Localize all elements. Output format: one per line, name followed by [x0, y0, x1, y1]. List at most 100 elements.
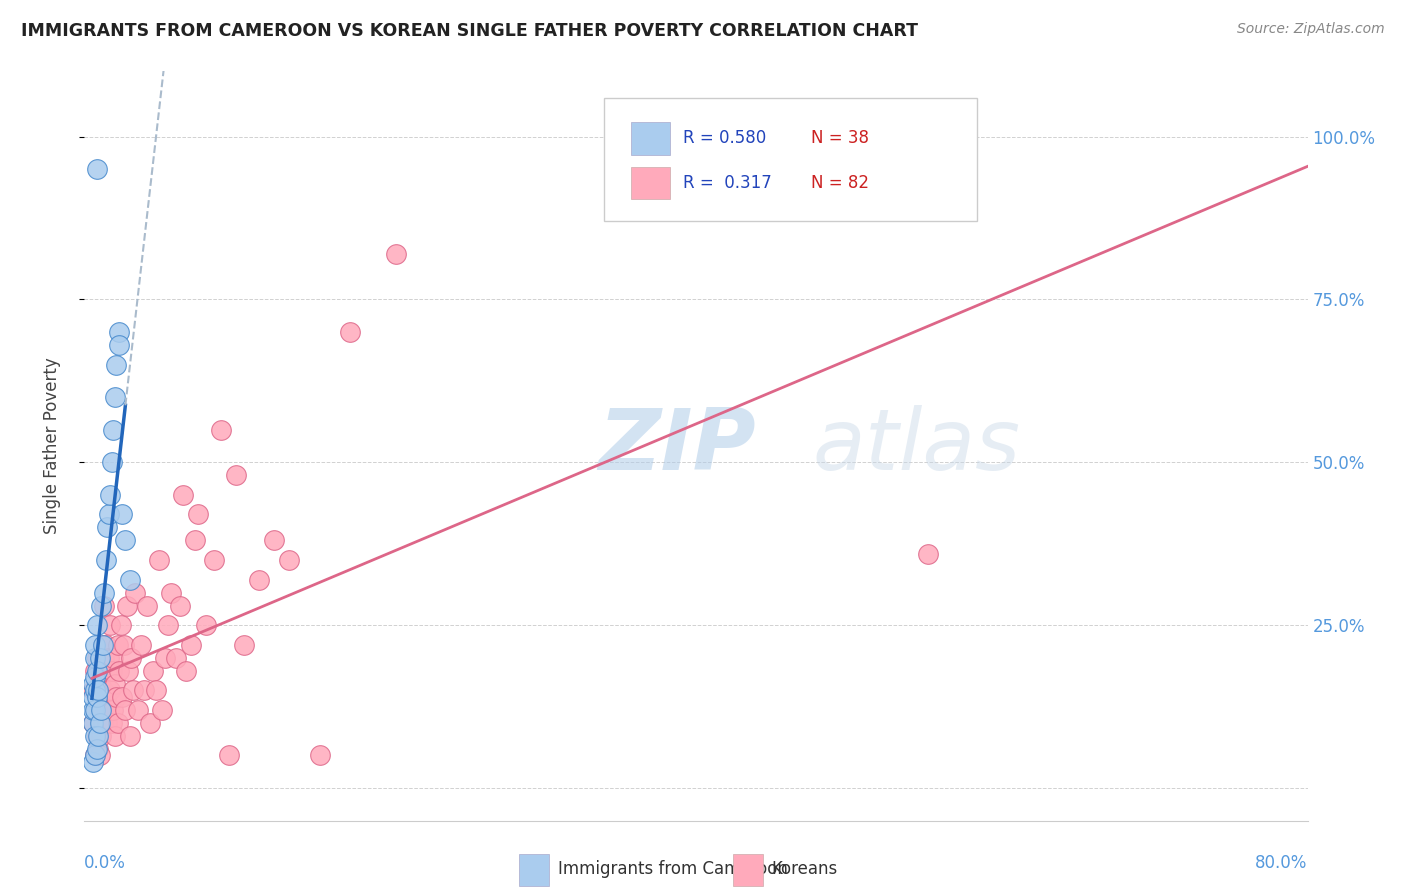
Point: [114, 703, 136, 717]
Point: [104, 390, 127, 404]
Point: [247, 573, 270, 587]
Point: [90, 664, 112, 678]
Point: [105, 690, 128, 704]
Text: Source: ZipAtlas.com: Source: ZipAtlas.com: [1237, 22, 1385, 37]
Point: [86, 690, 108, 704]
Point: [385, 247, 408, 261]
Point: [87, 664, 110, 678]
Point: [105, 358, 128, 372]
Point: [218, 748, 240, 763]
Point: [96, 664, 118, 678]
Point: [232, 638, 254, 652]
Text: N = 38: N = 38: [811, 129, 869, 147]
Point: [187, 508, 209, 522]
Point: [86, 729, 108, 743]
Y-axis label: Single Father Poverty: Single Father Poverty: [42, 358, 60, 534]
Point: [89, 715, 111, 730]
Point: [89, 715, 111, 730]
Point: [339, 325, 361, 339]
Point: [165, 650, 187, 665]
Point: [84, 748, 107, 763]
Point: [93, 599, 115, 613]
Point: [153, 650, 176, 665]
Point: [180, 638, 202, 652]
Point: [84, 703, 107, 717]
Point: [97, 650, 120, 665]
Text: 80.0%: 80.0%: [1256, 855, 1308, 872]
Point: [111, 508, 134, 522]
Point: [90, 729, 112, 743]
Point: [84, 729, 107, 743]
Point: [82, 683, 104, 698]
Point: [142, 664, 165, 678]
Point: [82, 690, 104, 704]
Point: [118, 573, 141, 587]
Point: [93, 585, 115, 599]
Point: [104, 729, 127, 743]
Point: [278, 553, 301, 567]
Point: [174, 664, 197, 678]
Point: [917, 547, 939, 561]
Point: [86, 742, 108, 756]
Point: [90, 599, 112, 613]
Point: [107, 715, 129, 730]
Point: [108, 664, 131, 678]
Point: [91, 638, 114, 652]
Point: [122, 683, 145, 698]
Text: R = 0.580: R = 0.580: [682, 129, 766, 147]
Point: [108, 325, 131, 339]
Point: [110, 618, 132, 632]
Point: [194, 618, 217, 632]
Point: [148, 553, 170, 567]
Point: [84, 638, 107, 652]
Point: [82, 715, 104, 730]
Point: [97, 508, 120, 522]
Point: [96, 715, 118, 730]
Point: [94, 553, 117, 567]
Point: [202, 553, 225, 567]
Point: [84, 650, 107, 665]
Point: [135, 599, 157, 613]
Point: [160, 585, 183, 599]
Point: [112, 638, 135, 652]
Point: [84, 703, 107, 717]
Point: [138, 715, 160, 730]
Point: [118, 729, 141, 743]
Text: IMMIGRANTS FROM CAMEROON VS KOREAN SINGLE FATHER POVERTY CORRELATION CHART: IMMIGRANTS FROM CAMEROON VS KOREAN SINGL…: [21, 22, 918, 40]
Point: [100, 455, 122, 469]
Point: [184, 533, 207, 548]
Point: [111, 690, 134, 704]
Point: [100, 715, 122, 730]
Point: [87, 742, 110, 756]
Text: ZIP: ZIP: [598, 404, 756, 488]
Point: [90, 703, 112, 717]
Point: [98, 618, 121, 632]
Point: [91, 683, 114, 698]
FancyBboxPatch shape: [605, 97, 977, 221]
Point: [103, 650, 125, 665]
Point: [84, 670, 107, 684]
Text: Immigrants from Cameroon: Immigrants from Cameroon: [558, 861, 787, 879]
Point: [98, 488, 121, 502]
Point: [114, 533, 136, 548]
Point: [91, 715, 114, 730]
Bar: [631, 167, 671, 200]
Point: [172, 488, 194, 502]
Point: [84, 683, 107, 698]
Point: [86, 690, 108, 704]
Point: [82, 715, 104, 730]
Point: [150, 703, 173, 717]
Point: [82, 703, 104, 717]
Point: [132, 683, 155, 698]
Point: [89, 748, 111, 763]
Point: [93, 650, 115, 665]
Point: [84, 664, 107, 678]
Text: Koreans: Koreans: [772, 861, 838, 879]
Point: [96, 520, 118, 534]
Bar: [631, 121, 671, 154]
Point: [86, 664, 108, 678]
Point: [115, 599, 138, 613]
Point: [100, 664, 122, 678]
Point: [84, 748, 107, 763]
Text: 0.0%: 0.0%: [84, 855, 127, 872]
